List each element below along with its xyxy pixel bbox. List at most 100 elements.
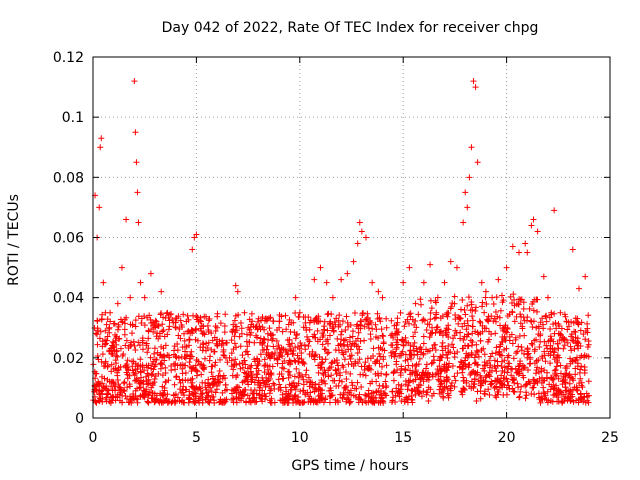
data-point [148,271,154,277]
data-point [529,324,535,330]
data-point [586,378,592,384]
data-point [326,349,332,355]
data-point [107,325,113,331]
data-point [514,349,520,355]
data-point [328,311,334,317]
data-point [450,344,456,350]
data-point [218,320,224,326]
x-axis-label: GPS time / hours [291,458,408,474]
data-point [528,222,534,228]
data-point [459,297,465,303]
data-point [429,305,435,311]
data-point [324,350,330,356]
data-point [471,78,477,84]
data-point [275,342,281,348]
data-point [567,381,573,387]
data-point [293,295,299,301]
data-point [127,295,133,301]
y-tick-label: 0.02 [53,351,84,367]
data-point [189,247,195,253]
data-point [381,341,387,347]
data-point [406,265,412,271]
data-point [464,303,470,309]
data-point [384,371,390,377]
data-point [524,355,530,361]
data-point [524,392,530,398]
data-point [121,380,127,386]
y-axis-label: ROTI / TECUs [6,194,22,286]
data-point [445,322,451,328]
data-point [133,159,139,165]
data-point [577,376,583,382]
data-point [97,144,103,150]
data-point [207,353,213,359]
data-point [328,372,334,378]
data-point [144,381,150,387]
data-point [206,317,212,323]
data-point [452,351,458,357]
data-point [123,216,129,222]
data-point [483,289,489,295]
data-point [349,380,355,386]
data-point [510,291,516,297]
data-point [473,342,479,348]
data-point [379,326,385,332]
data-point [230,373,236,379]
data-point [135,219,141,225]
data-point [330,295,336,301]
data-point [230,366,236,372]
data-point [552,331,558,337]
data-point [323,347,329,353]
data-point [292,373,298,379]
data-point [241,310,247,316]
data-point [508,372,514,378]
data-point [293,335,299,341]
data-point [97,335,103,341]
data-point [534,309,540,315]
data-point [415,311,421,317]
data-point [305,343,311,349]
data-point [222,311,228,317]
x-tick-label: 25 [601,430,619,446]
y-tick-label: 0 [75,411,84,427]
data-point [145,328,151,334]
data-point [389,389,395,395]
data-point [205,323,211,329]
data-point [265,343,271,349]
data-point [132,129,138,135]
data-point [541,367,547,373]
data-point [466,174,472,180]
data-point [134,189,140,195]
data-point [442,280,448,286]
data-point [287,329,293,335]
data-point [511,355,517,361]
data-point [222,329,228,335]
data-point [144,398,150,404]
data-point [115,301,121,307]
data-point [445,355,451,361]
data-point [483,294,489,300]
data-point [251,340,257,346]
data-point [214,311,220,317]
data-point [518,344,524,350]
data-point [276,376,282,382]
data-point [276,381,282,387]
data-point [425,398,431,404]
data-point [262,356,268,362]
data-point [555,345,561,351]
data-point [464,204,470,210]
data-point [344,271,350,277]
data-point [261,363,267,369]
data-point [533,325,539,331]
y-tick-label: 0.1 [62,110,84,126]
data-point [200,344,206,350]
data-point [174,373,180,379]
data-point [515,381,521,387]
data-point [454,370,460,376]
data-point [351,259,357,265]
data-point [475,159,481,165]
data-point [408,310,414,316]
data-point [327,400,333,406]
data-point [223,382,229,388]
data-point [369,280,375,286]
